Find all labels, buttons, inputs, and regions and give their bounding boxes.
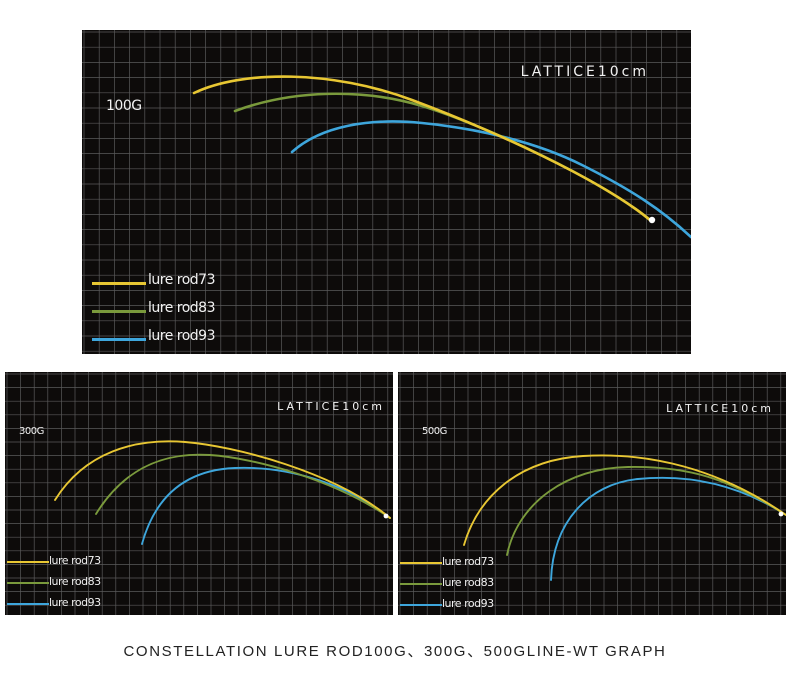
series-line-lure-rod93 <box>550 476 786 581</box>
legend-label: lure rod73 <box>148 272 216 288</box>
legend-label: lure rod83 <box>148 300 216 316</box>
chart-panel-100g: LATTICE10cm 100G lure rod73 lure rod83 l… <box>82 30 691 354</box>
rod-tip-marker <box>778 511 784 517</box>
lattice-label: LATTICE10cm <box>277 400 385 413</box>
legend-swatch <box>7 603 49 605</box>
legend-swatch <box>92 310 146 313</box>
grid <box>5 372 393 615</box>
legend-swatch <box>92 338 146 341</box>
legend-swatch <box>400 604 442 606</box>
series-line-lure-rod83 <box>95 453 391 519</box>
figure-caption: CONSTELLATION LURE ROD100G、300G、500GLINE… <box>123 643 667 660</box>
series-line-lure-rod83 <box>506 466 786 556</box>
legend-label: lure rod73 <box>49 554 101 567</box>
load-label: 100G <box>106 98 142 114</box>
series-line-lure-rod73 <box>192 75 652 222</box>
legend-label: lure rod83 <box>442 576 494 589</box>
legend-swatch <box>7 582 49 584</box>
load-label: 300G <box>19 426 44 437</box>
chart-plot-100g <box>82 30 691 354</box>
series-line-lure-rod93 <box>141 466 391 545</box>
legend-label: lure rod93 <box>49 596 101 609</box>
series-line-lure-rod73 <box>463 454 786 546</box>
chart-plot-300g <box>5 372 393 615</box>
legend-swatch <box>400 583 442 585</box>
legend-swatch <box>92 282 146 285</box>
rod-tip-marker <box>383 513 389 519</box>
legend-label: lure rod73 <box>442 555 494 568</box>
grid <box>398 372 786 615</box>
rod-tip-marker <box>648 216 656 224</box>
chart-panel-500g: LATTICE10cm 500G lure rod73 lure rod83 l… <box>398 372 786 615</box>
grid <box>82 30 691 354</box>
load-label: 500G <box>422 426 447 437</box>
lattice-label: LATTICE10cm <box>520 64 649 80</box>
series-line-lure-rod73 <box>54 440 391 519</box>
legend-swatch <box>400 562 442 564</box>
legend-label: lure rod83 <box>49 575 101 588</box>
lattice-label: LATTICE10cm <box>666 402 774 415</box>
legend-swatch <box>7 561 49 563</box>
chart-panel-300g: LATTICE10cm 300G lure rod73 lure rod83 l… <box>5 372 393 615</box>
legend-label: lure rod93 <box>148 328 216 344</box>
chart-plot-500g <box>398 372 786 615</box>
legend-label: lure rod93 <box>442 597 494 610</box>
